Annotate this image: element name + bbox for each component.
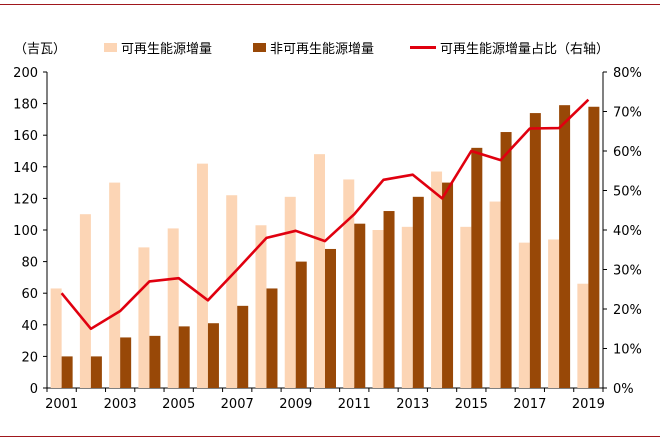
x-axis-tick-label: 2005 xyxy=(162,397,195,412)
bar-nonrenewable xyxy=(354,223,366,388)
left-axis-tick-label: 200 xyxy=(13,66,38,81)
legend-item-nonrenewable: 非可再生能源增量 xyxy=(253,38,374,57)
bar-nonrenewable xyxy=(383,211,395,388)
bar-nonrenewable xyxy=(325,248,336,388)
line-layer xyxy=(60,98,590,331)
bar-nonrenewable xyxy=(588,106,600,388)
bar-nonrenewable xyxy=(500,132,512,388)
bar-renewable xyxy=(314,154,325,388)
bar-nonrenewable xyxy=(529,113,541,388)
bar-nonrenewable xyxy=(120,337,132,388)
right-axis-tick-label: 30% xyxy=(613,264,642,279)
line-share xyxy=(60,98,590,331)
right-axis-tick-label: 40% xyxy=(613,224,642,239)
bar-renewable xyxy=(431,171,443,388)
bar-nonrenewable xyxy=(90,356,102,388)
x-axis-tick-label: 2011 xyxy=(338,397,371,412)
bar-renewable xyxy=(489,201,501,388)
bar-nonrenewable xyxy=(471,147,483,388)
left-axis-unit: （吉瓦） xyxy=(14,42,67,57)
left-axis-tick-label: 60 xyxy=(21,287,38,302)
x-axis-tick-label: 2017 xyxy=(513,397,546,412)
legend-line-share xyxy=(410,46,436,49)
bar-nonrenewable xyxy=(149,335,161,388)
bar-renewable xyxy=(372,230,384,388)
right-axis-tick-label: 10% xyxy=(613,343,642,358)
legend-label-renewable: 可再生能源增量 xyxy=(121,42,213,57)
bar-nonrenewable xyxy=(266,288,278,388)
bar-renewable xyxy=(138,247,150,388)
right-axis-tick-label: 50% xyxy=(613,185,642,200)
left-axis-tick-label: 120 xyxy=(13,192,38,207)
left-axis-tick-label: 180 xyxy=(13,98,38,113)
bar-renewable xyxy=(50,288,62,388)
legend-label-share: 可再生能源增量占比（右轴） xyxy=(440,42,610,57)
bar-renewable xyxy=(460,226,472,388)
x-axis-tick-label: 2013 xyxy=(396,397,429,412)
bar-nonrenewable xyxy=(412,196,424,388)
bar-renewable xyxy=(548,239,560,388)
legend-swatch-renewable xyxy=(104,43,117,52)
bar-nonrenewable xyxy=(61,356,73,388)
top-rule xyxy=(0,4,660,5)
x-axis-tick-label: 2003 xyxy=(104,397,137,412)
left-axis-tick-label: 40 xyxy=(21,319,38,334)
left-axis-tick-label: 20 xyxy=(21,350,38,365)
bar-nonrenewable xyxy=(559,105,571,389)
bar-renewable xyxy=(226,195,238,388)
left-axis-tick-label: 140 xyxy=(13,161,38,176)
left-axis-tick-label: 0 xyxy=(30,382,38,397)
left-axis-tick-label: 80 xyxy=(21,256,38,271)
bar-nonrenewable xyxy=(178,326,190,388)
legend-item-renewable: 可再生能源增量 xyxy=(104,38,212,57)
bar-renewable xyxy=(79,214,91,388)
x-axis-tick-label: 2019 xyxy=(572,397,605,412)
bar-nonrenewable xyxy=(295,261,307,388)
right-axis-tick-label: 20% xyxy=(613,303,642,318)
bottom-rule xyxy=(0,436,660,437)
labels-layer: 0 20 40 60 80 100 120 140 160 180 200 0% 10% 20% 30% 40… xyxy=(13,66,642,412)
legend-item-share: 可再生能源增量占比（右轴） xyxy=(410,38,609,57)
bar-nonrenewable xyxy=(237,305,249,388)
right-axis-tick-label: 70% xyxy=(613,106,642,121)
bar-renewable xyxy=(577,283,589,388)
bar-renewable xyxy=(343,179,355,388)
left-axis-tick-label: 100 xyxy=(13,224,38,239)
bar-nonrenewable xyxy=(207,323,219,388)
left-axis-tick-label: 160 xyxy=(13,129,38,144)
bar-renewable xyxy=(196,163,208,388)
x-axis-tick-label: 2007 xyxy=(221,397,254,412)
right-axis-tick-label: 0% xyxy=(613,382,634,397)
right-axis-tick-label: 60% xyxy=(613,145,642,160)
bar-renewable xyxy=(284,196,296,388)
right-axis-tick-label: 80% xyxy=(613,66,642,81)
bar-renewable xyxy=(401,226,413,388)
bar-renewable xyxy=(109,182,121,388)
legend-swatch-nonrenewable xyxy=(253,43,266,52)
bar-renewable xyxy=(255,225,267,388)
x-axis-tick-label: 2009 xyxy=(279,397,312,412)
x-axis-tick-label: 2001 xyxy=(45,397,78,412)
legend-label-nonrenewable: 非可再生能源增量 xyxy=(270,42,375,57)
bar-renewable xyxy=(518,242,530,388)
x-axis-tick-label: 2015 xyxy=(455,397,488,412)
bar-renewable xyxy=(167,228,179,388)
bars-layer xyxy=(50,105,600,389)
bar-nonrenewable xyxy=(442,182,454,388)
